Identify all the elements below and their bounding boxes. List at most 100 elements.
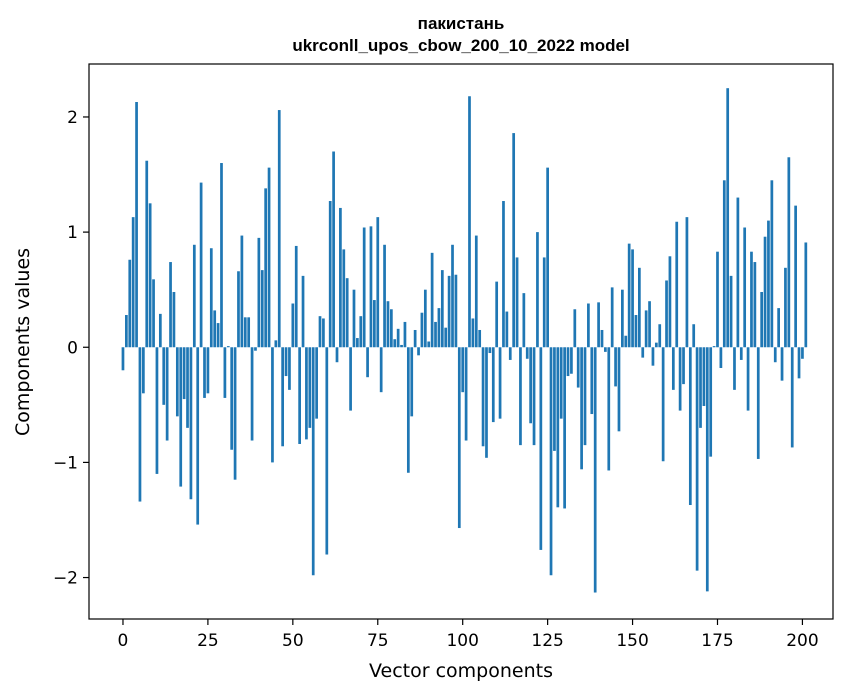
bar: [688, 347, 692, 506]
bar: [726, 88, 730, 348]
bar: [794, 205, 797, 348]
bar: [590, 347, 594, 415]
bar: [767, 220, 770, 348]
bar: [135, 102, 138, 348]
bar: [695, 347, 699, 571]
x-axis-label: Vector components: [369, 660, 553, 682]
bar: [373, 300, 376, 348]
x-tick-label: 50: [282, 631, 304, 651]
x-tick-label: 125: [531, 631, 563, 651]
y-axis-ticks: −2 −1 0 1 2: [53, 108, 89, 589]
bar: [376, 217, 380, 348]
bar: [641, 347, 645, 358]
bar: [440, 270, 444, 348]
bar: [488, 347, 492, 354]
bar: [604, 347, 607, 352]
y-tick-label: −1: [53, 453, 78, 473]
bar: [169, 262, 172, 348]
bar: [230, 347, 234, 450]
bar: [420, 312, 424, 348]
bar: [644, 310, 648, 348]
bar: [427, 341, 431, 348]
bar: [512, 133, 516, 348]
bar: [213, 310, 217, 348]
chart-subtitle: ukrconll_upos_cbow_200_10_2022 model: [292, 36, 629, 55]
x-tick-label: 100: [446, 631, 478, 651]
bar: [434, 321, 437, 348]
bar: [240, 235, 244, 348]
bar: [505, 311, 509, 348]
bar: [237, 271, 240, 348]
bar: [148, 203, 152, 348]
bar: [172, 291, 176, 348]
bar: [192, 244, 196, 348]
bar: [199, 182, 203, 348]
bar: [519, 347, 522, 446]
bar: [206, 347, 210, 394]
bar: [396, 328, 400, 348]
bar: [277, 110, 281, 348]
bar: [491, 347, 495, 423]
bar: [359, 316, 363, 348]
bar: [573, 309, 577, 348]
bar: [539, 347, 543, 550]
bar: [760, 291, 764, 348]
bar: [332, 151, 335, 348]
bar: [131, 217, 135, 348]
bar: [379, 347, 383, 393]
bar: [254, 347, 257, 351]
bar: [260, 270, 264, 348]
bar: [485, 347, 488, 458]
bar: [410, 347, 414, 417]
bar: [281, 347, 284, 447]
bar: [308, 347, 312, 428]
bar: [525, 347, 529, 359]
x-tick-label: 150: [616, 631, 648, 651]
bar: [454, 274, 458, 348]
plot-frame: [88, 63, 834, 620]
bar: [780, 347, 784, 381]
bar: [243, 317, 247, 348]
bar: [247, 317, 251, 348]
bar: [196, 347, 200, 525]
bar: [315, 347, 318, 419]
bar: [587, 303, 590, 348]
bar: [298, 347, 301, 444]
bar: [631, 249, 634, 348]
bar: [773, 347, 777, 363]
bar: [498, 347, 502, 419]
bar: [570, 347, 573, 374]
x-tick-label: 0: [118, 631, 129, 651]
bar: [736, 197, 740, 348]
bar: [651, 347, 655, 366]
bar: [705, 347, 709, 592]
bar: [746, 347, 750, 411]
x-tick-label: 75: [367, 631, 389, 651]
bar: [339, 207, 342, 348]
bar: [770, 180, 774, 348]
bar: [709, 347, 713, 457]
bar: [648, 301, 651, 348]
bar: [311, 347, 315, 576]
bar: [624, 335, 628, 348]
bar: [284, 347, 288, 377]
bar: [451, 244, 454, 348]
bar: [678, 347, 682, 411]
bar: [216, 323, 220, 348]
bar: [542, 257, 546, 348]
bar: [801, 347, 804, 359]
bar: [563, 347, 566, 509]
bar: [699, 347, 702, 428]
bar: [583, 347, 587, 446]
bar: [223, 347, 227, 398]
bar: [617, 347, 621, 432]
bar: [536, 232, 539, 348]
bar: [461, 347, 465, 393]
bar: [349, 347, 352, 411]
bar: [549, 347, 553, 576]
bar: [743, 227, 747, 348]
bar: [226, 346, 230, 348]
bar: [203, 347, 206, 398]
bar: [777, 308, 780, 348]
